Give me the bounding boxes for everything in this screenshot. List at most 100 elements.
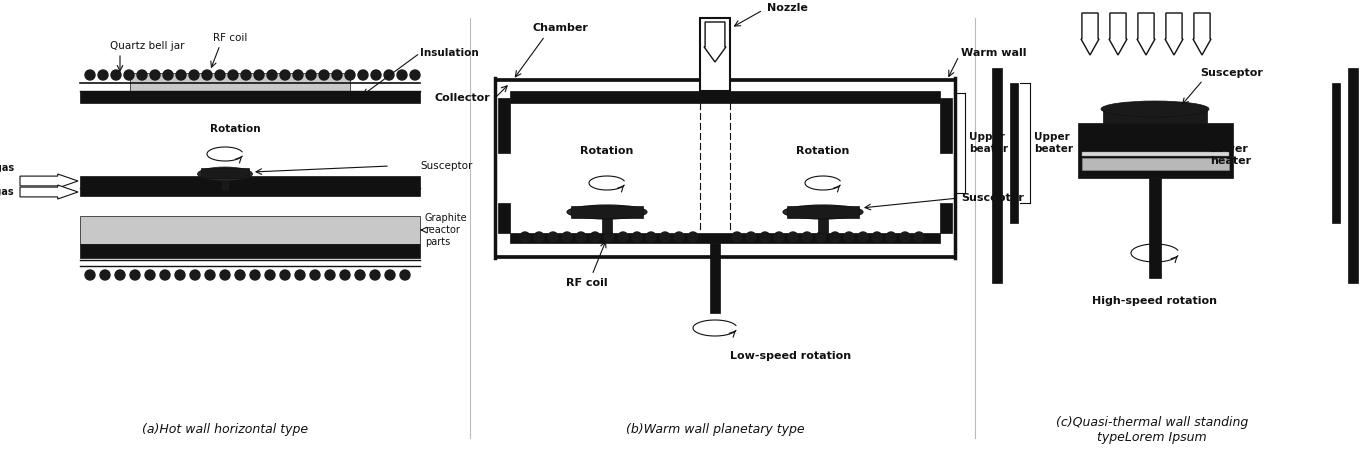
- Circle shape: [215, 70, 225, 80]
- Bar: [1103, 109, 1207, 123]
- Circle shape: [293, 70, 303, 80]
- Text: Lower
heater: Lower heater: [1210, 144, 1251, 166]
- Circle shape: [400, 270, 410, 280]
- Circle shape: [647, 232, 656, 242]
- Bar: [221, 176, 229, 190]
- Circle shape: [345, 70, 355, 80]
- Circle shape: [241, 70, 251, 80]
- Text: Rotation gas: Rotation gas: [0, 187, 14, 197]
- Bar: [495, 255, 955, 258]
- Circle shape: [295, 270, 306, 280]
- Circle shape: [674, 232, 684, 242]
- Text: (b)Warm wall planetary type: (b)Warm wall planetary type: [626, 424, 804, 436]
- Bar: [510, 233, 940, 243]
- Circle shape: [85, 270, 95, 280]
- Bar: [1332, 83, 1340, 223]
- Circle shape: [688, 232, 697, 242]
- Circle shape: [264, 270, 275, 280]
- Circle shape: [632, 232, 643, 242]
- Circle shape: [371, 70, 381, 80]
- Polygon shape: [1193, 13, 1211, 55]
- Bar: [940, 98, 952, 153]
- Bar: [1082, 152, 1229, 156]
- Bar: [130, 73, 349, 91]
- Bar: [1010, 83, 1018, 223]
- Bar: [992, 68, 1001, 283]
- Ellipse shape: [567, 205, 647, 219]
- Circle shape: [358, 70, 369, 80]
- Circle shape: [900, 232, 910, 242]
- Circle shape: [732, 232, 743, 242]
- Circle shape: [306, 70, 316, 80]
- Circle shape: [137, 70, 147, 80]
- Circle shape: [397, 70, 407, 80]
- Ellipse shape: [197, 167, 252, 181]
- Ellipse shape: [1101, 101, 1208, 117]
- Circle shape: [100, 270, 110, 280]
- Text: Process gas: Process gas: [0, 163, 14, 173]
- Bar: [818, 218, 827, 233]
- Text: High-speed rotation: High-speed rotation: [1092, 296, 1218, 306]
- Bar: [79, 176, 421, 196]
- Text: Nozzle: Nozzle: [767, 3, 808, 13]
- Text: (c)Quasi-thermal wall standing
typeLorem Ipsum: (c)Quasi-thermal wall standing typeLorem…: [1056, 416, 1248, 444]
- Circle shape: [99, 70, 108, 80]
- Text: Quartz bell jar: Quartz bell jar: [110, 41, 185, 51]
- Circle shape: [310, 270, 321, 280]
- Text: Low-speed rotation: Low-speed rotation: [730, 351, 851, 361]
- Text: Susceptor: Susceptor: [960, 193, 1023, 203]
- Circle shape: [534, 232, 544, 242]
- Bar: [940, 203, 952, 233]
- Polygon shape: [1108, 13, 1128, 55]
- Circle shape: [236, 270, 245, 280]
- Circle shape: [227, 70, 238, 80]
- Text: Collector: Collector: [434, 93, 490, 103]
- Bar: [700, 18, 730, 91]
- Bar: [1082, 158, 1229, 170]
- Text: Rotation: Rotation: [210, 124, 260, 134]
- Circle shape: [370, 270, 379, 280]
- Circle shape: [206, 270, 215, 280]
- Circle shape: [340, 270, 349, 280]
- Circle shape: [163, 70, 173, 80]
- Circle shape: [384, 70, 395, 80]
- Circle shape: [747, 232, 756, 242]
- Circle shape: [871, 232, 882, 242]
- Text: Upper
beater: Upper beater: [969, 132, 1008, 154]
- Bar: [499, 98, 510, 153]
- Bar: [510, 91, 940, 103]
- Polygon shape: [1137, 13, 1155, 55]
- Text: (a)Hot wall horizontal type: (a)Hot wall horizontal type: [142, 424, 308, 436]
- Text: Rotation: Rotation: [581, 146, 634, 156]
- Circle shape: [760, 232, 770, 242]
- Text: RF coil: RF coil: [566, 278, 608, 288]
- Circle shape: [817, 232, 826, 242]
- Polygon shape: [21, 174, 78, 188]
- Circle shape: [385, 270, 395, 280]
- Circle shape: [830, 232, 840, 242]
- Circle shape: [175, 70, 186, 80]
- Circle shape: [190, 270, 200, 280]
- Circle shape: [160, 270, 170, 280]
- Polygon shape: [1164, 13, 1184, 55]
- Polygon shape: [1081, 13, 1099, 55]
- Circle shape: [914, 232, 923, 242]
- Circle shape: [590, 232, 600, 242]
- Circle shape: [844, 232, 854, 242]
- Bar: [571, 206, 643, 218]
- Circle shape: [355, 270, 364, 280]
- Bar: [601, 218, 612, 233]
- Circle shape: [201, 70, 212, 80]
- Circle shape: [145, 270, 155, 280]
- Circle shape: [325, 270, 336, 280]
- Circle shape: [660, 232, 670, 242]
- Bar: [1149, 178, 1160, 278]
- Bar: [710, 243, 721, 313]
- Bar: [1348, 68, 1358, 283]
- Polygon shape: [21, 185, 78, 199]
- Circle shape: [604, 232, 614, 242]
- Circle shape: [175, 270, 185, 280]
- Bar: [201, 168, 249, 178]
- Circle shape: [189, 70, 199, 80]
- Ellipse shape: [784, 205, 863, 219]
